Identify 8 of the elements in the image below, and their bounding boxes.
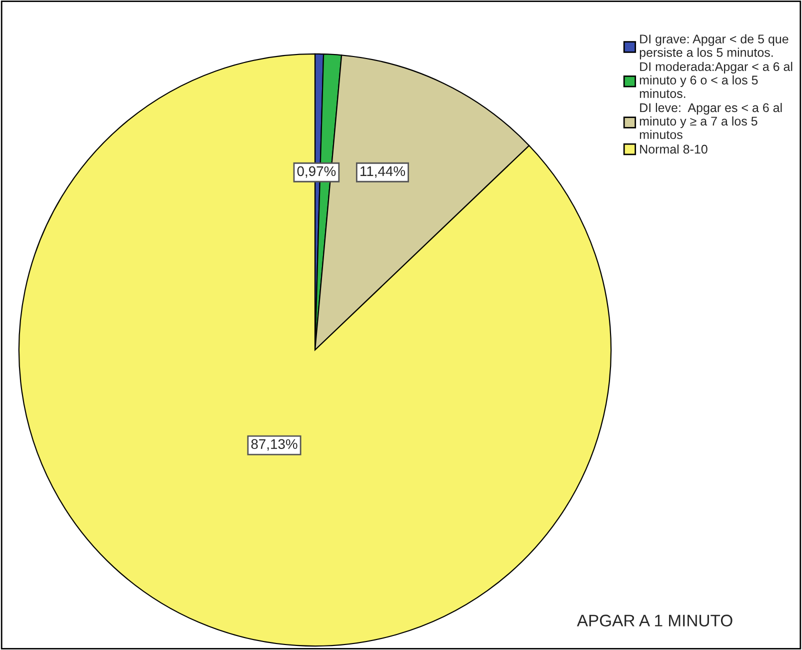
data-label: 0,97% bbox=[297, 166, 336, 178]
text: APGAR A 1 MINUTO bbox=[576, 614, 732, 626]
data-label: 87,13% bbox=[251, 439, 298, 451]
legend-label: DI moderada:Apgar < a 6 al minuto y 6 o < a los 5 minutos. bbox=[640, 62, 792, 98]
legend-label: DI leve: Apgar es < a 6 al minuto y ≥ a 7 a los 5 minutos bbox=[640, 102, 782, 140]
legend-label: Normal 8-10 bbox=[640, 144, 708, 154]
legend-label: DI grave: Apgar < de 5 que persiste a los 5 minutos. bbox=[640, 34, 788, 60]
data-label: 11,44% bbox=[360, 166, 406, 178]
